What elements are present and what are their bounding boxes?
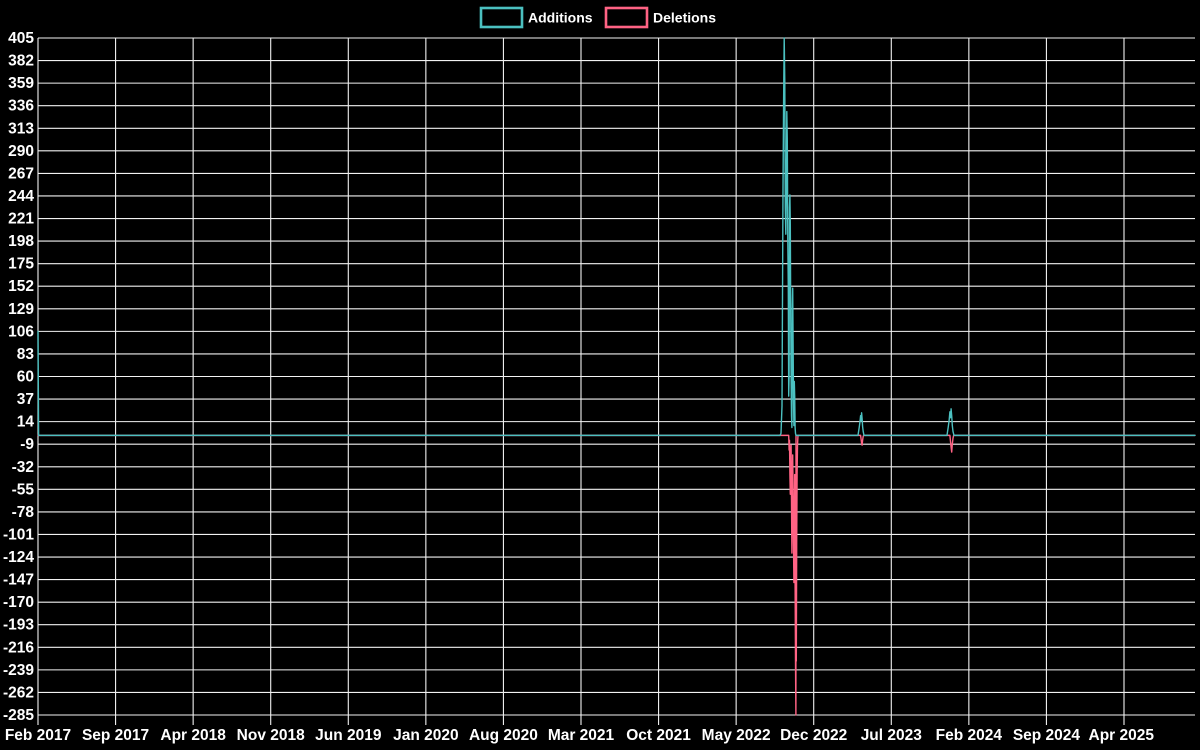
svg-text:-170: -170 <box>3 594 34 611</box>
svg-text:Oct 2021: Oct 2021 <box>626 727 691 744</box>
svg-text:May 2022: May 2022 <box>702 727 771 744</box>
svg-text:129: 129 <box>8 301 34 318</box>
svg-text:37: 37 <box>17 391 34 408</box>
svg-text:175: 175 <box>8 256 34 273</box>
svg-text:-239: -239 <box>3 662 34 679</box>
svg-text:-32: -32 <box>12 459 34 476</box>
svg-text:198: 198 <box>8 233 34 250</box>
svg-text:Sep 2024: Sep 2024 <box>1013 727 1081 744</box>
svg-text:Additions: Additions <box>528 10 593 26</box>
svg-text:Jan 2020: Jan 2020 <box>393 727 459 744</box>
svg-text:-9: -9 <box>20 436 34 453</box>
svg-text:-285: -285 <box>3 707 34 724</box>
svg-text:Aug 2020: Aug 2020 <box>469 727 538 744</box>
svg-text:405: 405 <box>8 30 34 47</box>
svg-text:Feb 2024: Feb 2024 <box>936 727 1003 744</box>
svg-text:-216: -216 <box>3 639 34 656</box>
svg-text:336: 336 <box>8 98 34 115</box>
svg-text:Jun 2019: Jun 2019 <box>315 727 382 744</box>
svg-text:-193: -193 <box>3 617 34 634</box>
svg-text:290: 290 <box>8 143 34 160</box>
svg-text:-124: -124 <box>3 549 34 566</box>
svg-text:60: 60 <box>17 369 34 386</box>
svg-text:106: 106 <box>8 323 34 340</box>
svg-text:Nov 2018: Nov 2018 <box>237 727 305 744</box>
svg-text:-262: -262 <box>3 684 34 701</box>
svg-text:-78: -78 <box>12 504 35 521</box>
svg-text:Sep 2017: Sep 2017 <box>82 727 149 744</box>
svg-text:244: 244 <box>8 188 34 205</box>
svg-text:221: 221 <box>8 211 34 228</box>
svg-text:359: 359 <box>8 75 34 92</box>
svg-text:Apr 2018: Apr 2018 <box>160 727 226 744</box>
svg-text:-55: -55 <box>12 481 35 498</box>
svg-text:Mar 2021: Mar 2021 <box>548 727 615 744</box>
svg-text:382: 382 <box>8 53 34 70</box>
svg-text:14: 14 <box>17 414 35 431</box>
svg-text:313: 313 <box>8 120 34 137</box>
svg-text:Deletions: Deletions <box>653 10 716 26</box>
svg-text:Apr 2025: Apr 2025 <box>1089 727 1155 744</box>
svg-text:Dec 2022: Dec 2022 <box>780 727 847 744</box>
svg-text:Feb 2017: Feb 2017 <box>5 727 71 744</box>
svg-text:152: 152 <box>8 278 34 295</box>
svg-text:-101: -101 <box>3 526 34 543</box>
svg-text:Jul 2023: Jul 2023 <box>861 727 923 744</box>
svg-text:-147: -147 <box>3 572 34 589</box>
svg-text:267: 267 <box>8 165 34 182</box>
svg-text:83: 83 <box>17 346 35 363</box>
